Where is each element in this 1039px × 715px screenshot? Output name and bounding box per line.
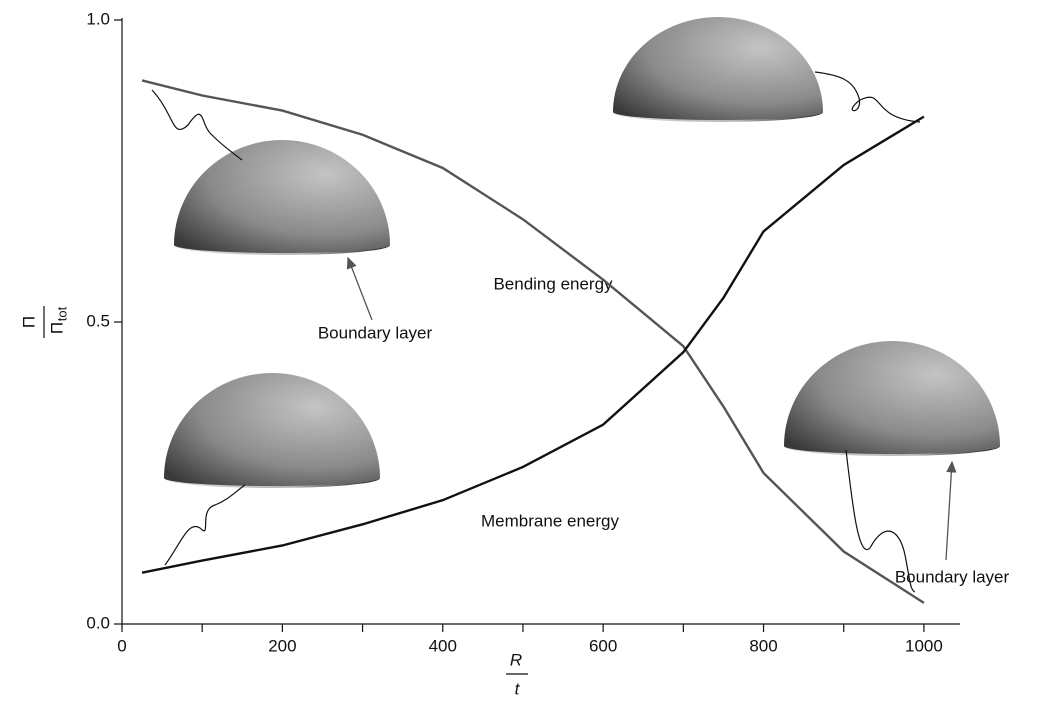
x-tick-label: 200 <box>268 636 296 655</box>
callout <box>845 449 916 593</box>
y-label-numerator: Π <box>19 316 38 328</box>
x-tick-label: 400 <box>429 636 457 655</box>
callout <box>164 484 246 566</box>
hemispheres <box>164 17 1000 488</box>
annotation: Bending energy <box>493 274 613 293</box>
hemisphere-dome <box>164 373 380 486</box>
x-tick-label: 600 <box>589 636 617 655</box>
line <box>141 115 925 574</box>
y-label-denominator: Π <box>47 322 66 334</box>
annotation: Boundary layer <box>318 323 433 342</box>
hemisphere-dome <box>174 140 390 253</box>
x-tick-label: 800 <box>749 636 777 655</box>
arrow <box>945 460 957 561</box>
annotation: Boundary layer <box>895 567 1010 586</box>
y-label-subscript: tot <box>54 306 69 321</box>
y-axis-label: Π Π tot <box>19 306 69 338</box>
line <box>141 79 925 604</box>
hemisphere-dome <box>784 341 1000 454</box>
x-tick-label: 0 <box>117 636 126 655</box>
y-tick-label: 0.0 <box>86 613 110 632</box>
hemisphere-dome <box>613 17 823 120</box>
x-label-denominator: t <box>515 679 521 698</box>
arrow <box>346 256 373 321</box>
x-label-numerator: R <box>510 650 522 669</box>
callout <box>814 71 921 123</box>
y-tick-label: 0.5 <box>86 311 110 330</box>
annotation: Membrane energy <box>481 511 619 530</box>
y-tick-label: 1.0 <box>86 9 110 28</box>
callout <box>151 89 243 161</box>
x-tick-label: 1000 <box>905 636 943 655</box>
